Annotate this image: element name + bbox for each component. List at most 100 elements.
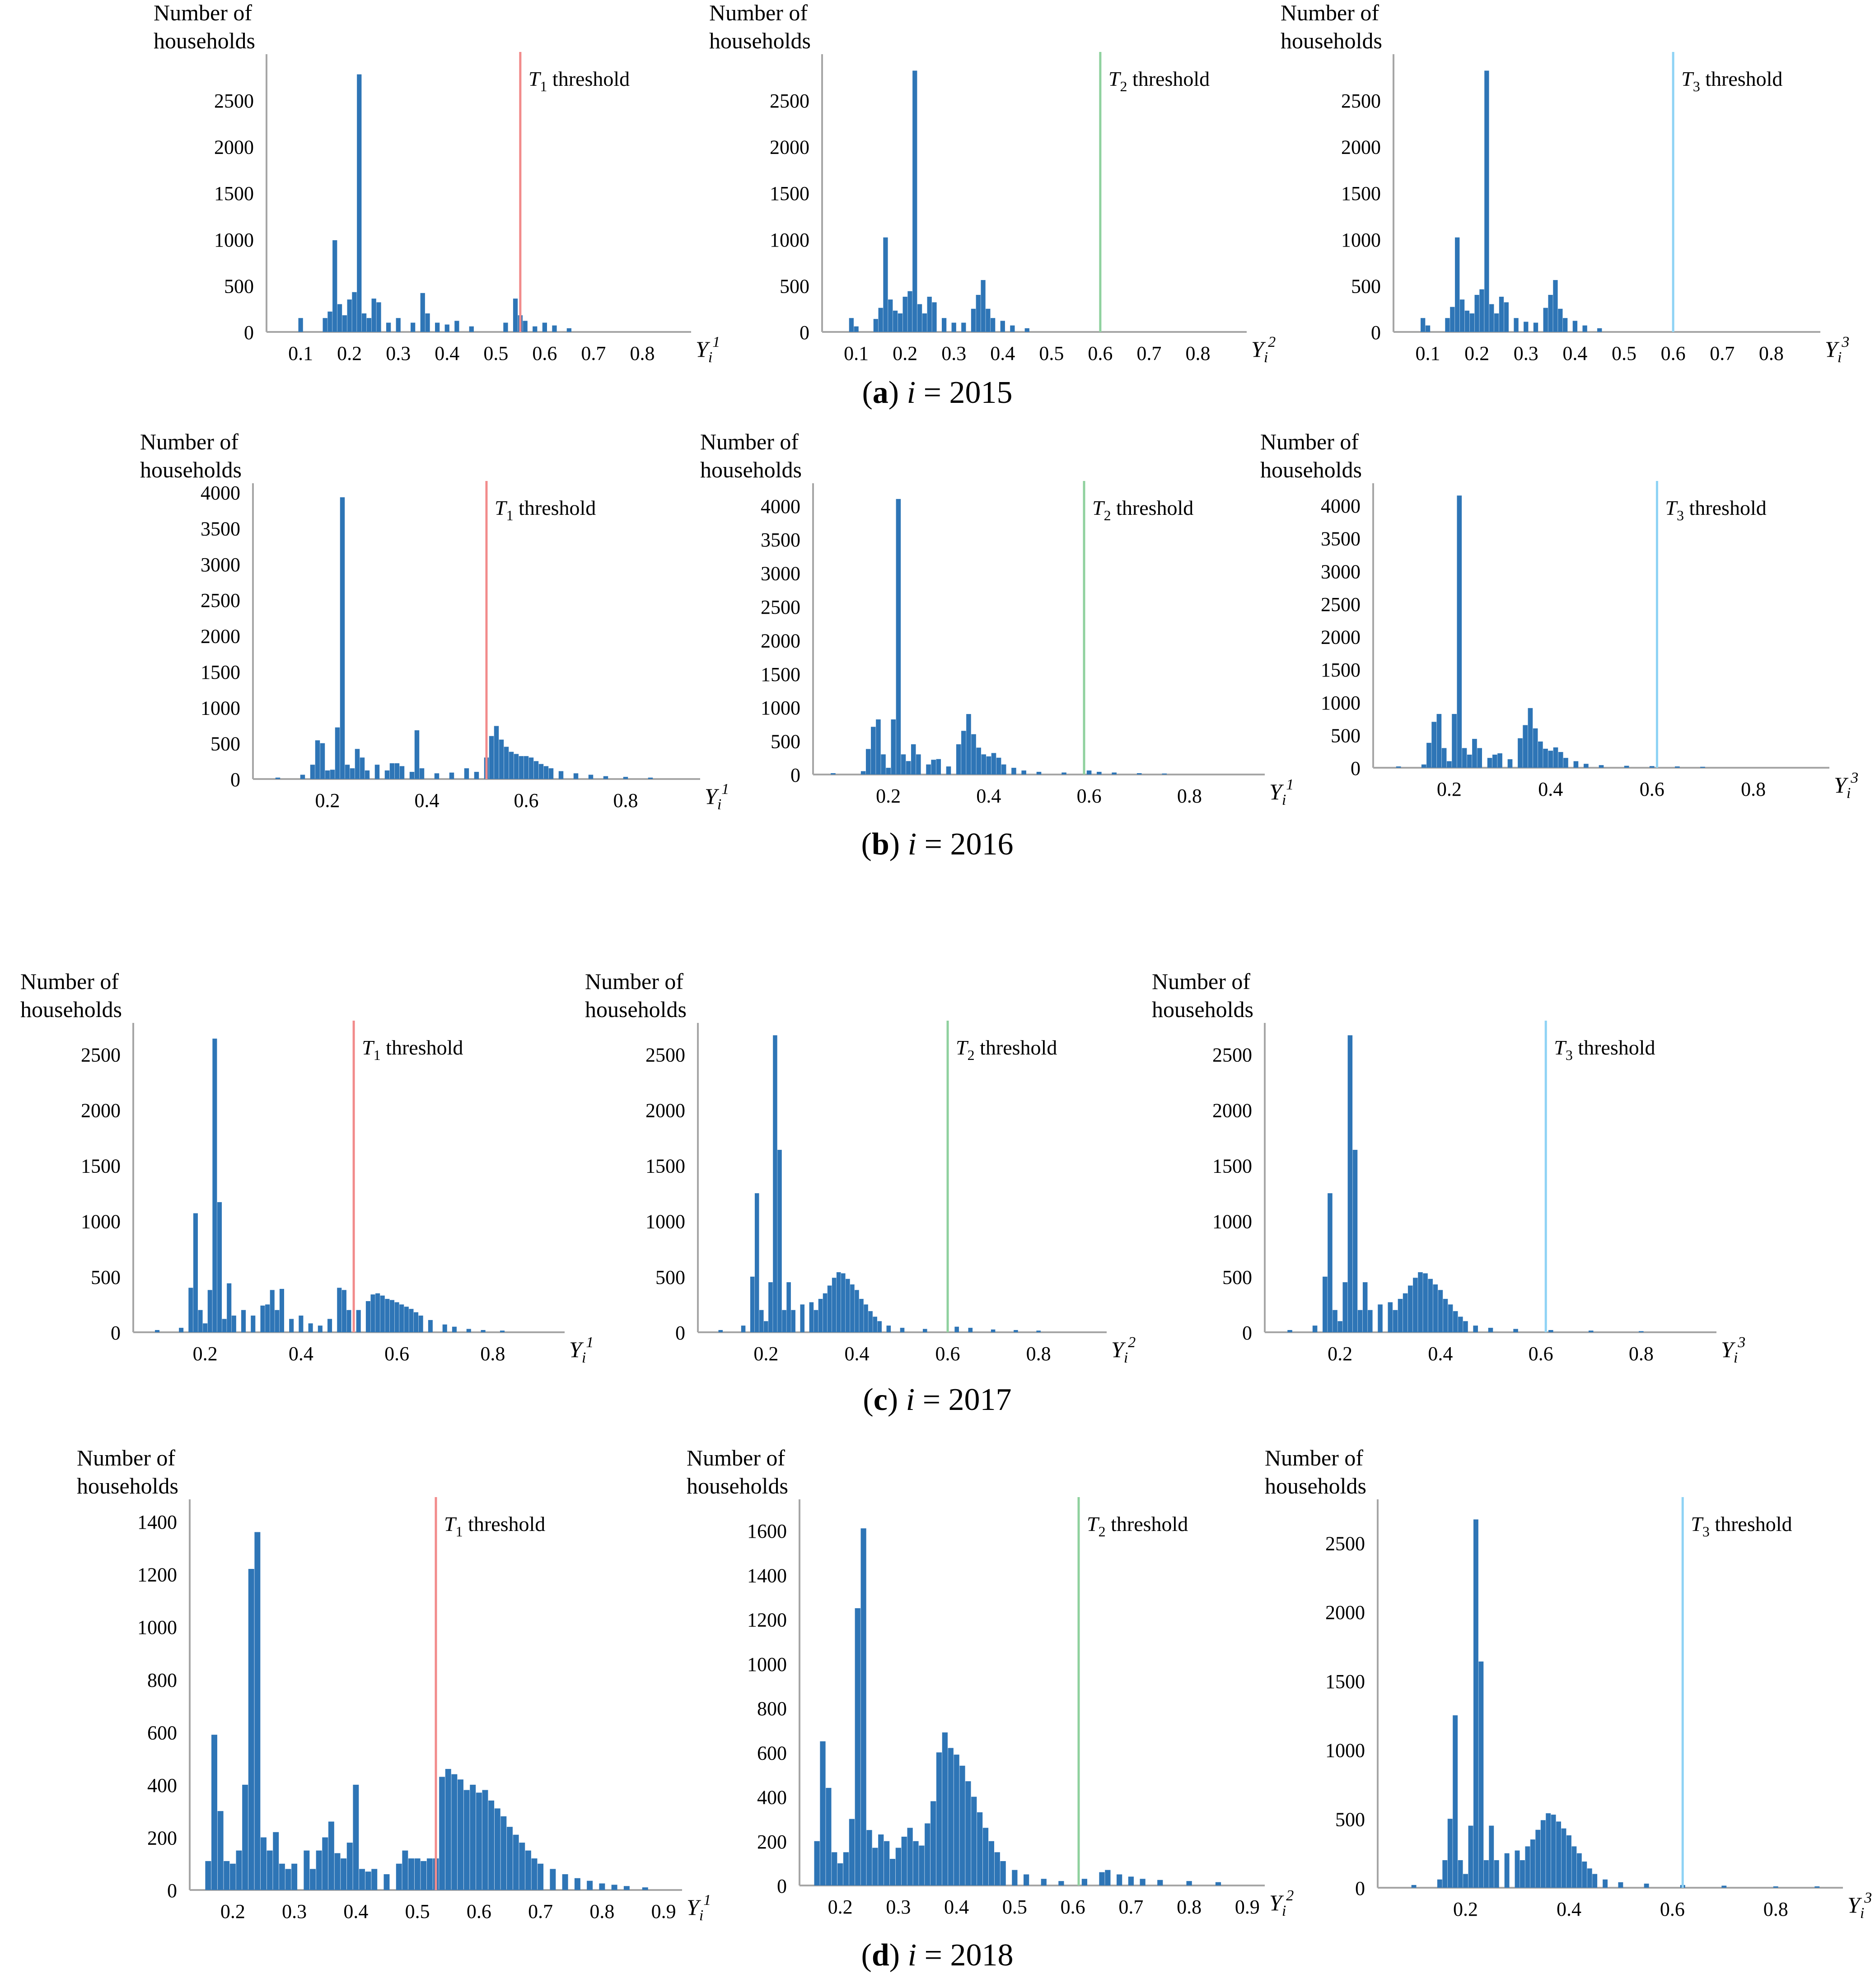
histogram-bar — [325, 770, 330, 779]
histogram-bar — [425, 313, 430, 332]
histogram-bar — [1455, 237, 1460, 332]
histogram-bar — [599, 1883, 605, 1890]
x-axis-title: Yi2 — [1251, 334, 1276, 366]
histogram-bar — [179, 1328, 184, 1332]
histogram-bar — [603, 776, 608, 779]
chart-d3: Number of households 0 500 1000 1500 2000 2500 0… — [1265, 1445, 1872, 1922]
threshold-label: T1 threshold — [444, 1512, 545, 1540]
histogram-bar — [1441, 748, 1447, 768]
histogram-bar — [198, 1310, 203, 1332]
histogram-bar — [849, 1819, 855, 1885]
histogram-bar — [1448, 1304, 1453, 1332]
y-tick-label: 2000 — [1321, 626, 1361, 649]
x-axis-title: Yi3 — [1721, 1334, 1745, 1366]
histogram-bar — [355, 749, 360, 779]
histogram-bar — [203, 1323, 208, 1332]
histogram-bar — [901, 754, 906, 775]
histogram-bar — [1438, 1290, 1443, 1332]
histogram-bar — [1467, 754, 1472, 768]
x-tick-label: 0.2 — [1464, 342, 1489, 364]
y-tick-label: 200 — [147, 1827, 177, 1849]
histogram-bar — [299, 1316, 304, 1332]
histogram-bar — [394, 763, 400, 779]
x-tick-label: 0.2 — [1453, 1898, 1478, 1920]
chart-d2: Number of households 0 200 400 600 800 1000 1200… — [687, 1445, 1294, 1919]
histogram-bar — [1576, 1853, 1582, 1888]
histogram-bar — [1558, 752, 1563, 768]
histogram-bar — [251, 1316, 256, 1332]
histogram-bar — [837, 1863, 843, 1885]
y-tick-label: 2500 — [214, 90, 254, 112]
histogram-bar — [340, 497, 345, 779]
y-tick-label: 2500 — [645, 1044, 685, 1066]
histogram-bar — [308, 1323, 313, 1332]
histogram-bar — [930, 1801, 936, 1885]
histogram-bar — [1378, 1304, 1383, 1332]
histogram-bar — [1483, 1860, 1489, 1888]
histogram-bar — [360, 757, 365, 779]
histogram-bar — [878, 1834, 884, 1885]
x-tick-label: 0.7 — [1136, 342, 1161, 364]
histogram-bar — [916, 754, 921, 775]
histogram-bar — [1464, 310, 1470, 332]
y-tick-label: 1000 — [1325, 1740, 1365, 1762]
histogram-bar — [217, 1202, 222, 1332]
y-tick-label: 2500 — [1341, 90, 1381, 112]
histogram-bar — [1462, 748, 1467, 768]
histogram-bar — [889, 1859, 896, 1885]
histogram-bar — [1436, 714, 1442, 768]
histogram-bar — [1421, 318, 1426, 332]
histogram-bar — [273, 1832, 279, 1890]
panel-caption-b: (b) i = 2016 — [861, 827, 1014, 862]
histogram-bar — [533, 761, 539, 779]
histogram-bar — [917, 304, 922, 332]
histogram-bar — [926, 764, 931, 775]
histogram-bar — [442, 1324, 447, 1332]
x-tick-label: 0.8 — [1759, 342, 1784, 364]
histogram-bar — [936, 1752, 942, 1885]
histogram-bar — [451, 1774, 458, 1890]
histogram-bar — [353, 1784, 359, 1890]
y-axis-title: Number of households — [1260, 429, 1362, 482]
histogram-bar — [791, 1310, 795, 1332]
x-tick-label: 0.6 — [935, 1343, 960, 1365]
histogram-bar — [1618, 1882, 1623, 1888]
histogram-bar — [482, 1790, 488, 1890]
histogram-bar — [1407, 1285, 1413, 1332]
x-tick-label: 0.2 — [893, 342, 917, 364]
y-tick-label: 500 — [780, 275, 809, 297]
histogram-bar — [1507, 759, 1513, 768]
histogram-bar — [1556, 1821, 1561, 1888]
x-tick-label: 0.2 — [220, 1900, 245, 1923]
histogram-bar — [1452, 714, 1457, 768]
y-tick-label: 1000 — [1341, 229, 1381, 251]
histogram-bar — [1347, 1035, 1353, 1332]
histogram-bar — [1573, 761, 1579, 768]
histogram-bar — [384, 770, 390, 779]
x-tick-label: 0.4 — [1562, 342, 1587, 364]
histogram-bar — [434, 773, 440, 779]
y-tick-label: 2000 — [770, 136, 809, 159]
y-tick-label: 1500 — [1212, 1155, 1252, 1177]
histogram-bar — [849, 318, 854, 332]
histogram-bar — [873, 319, 878, 332]
histogram-bar — [1411, 1885, 1417, 1888]
histogram-bar — [800, 1304, 805, 1332]
x-tick-label: 0.8 — [613, 789, 638, 812]
histogram-bar — [503, 322, 508, 332]
histogram-bar — [1487, 758, 1492, 768]
histogram-bar — [408, 1858, 414, 1890]
histogram-bar — [942, 1732, 948, 1885]
y-axis-title: Number of households — [1152, 969, 1253, 1022]
histogram-bar — [359, 1869, 365, 1890]
y-tick-label: 0 — [167, 1880, 177, 1902]
histogram-bar — [986, 308, 991, 332]
histogram-bar — [1504, 302, 1509, 332]
histogram-bar — [352, 292, 357, 332]
x-tick-label: 0.4 — [976, 785, 1001, 807]
y-tick-label: 1500 — [761, 663, 800, 686]
chart-c2: Number of households 0 500 1000 1500 2000 2500 0… — [585, 969, 1136, 1366]
histogram-bar — [902, 297, 907, 332]
y-tick-label: 3500 — [1321, 528, 1361, 550]
histogram-bar — [420, 293, 425, 332]
